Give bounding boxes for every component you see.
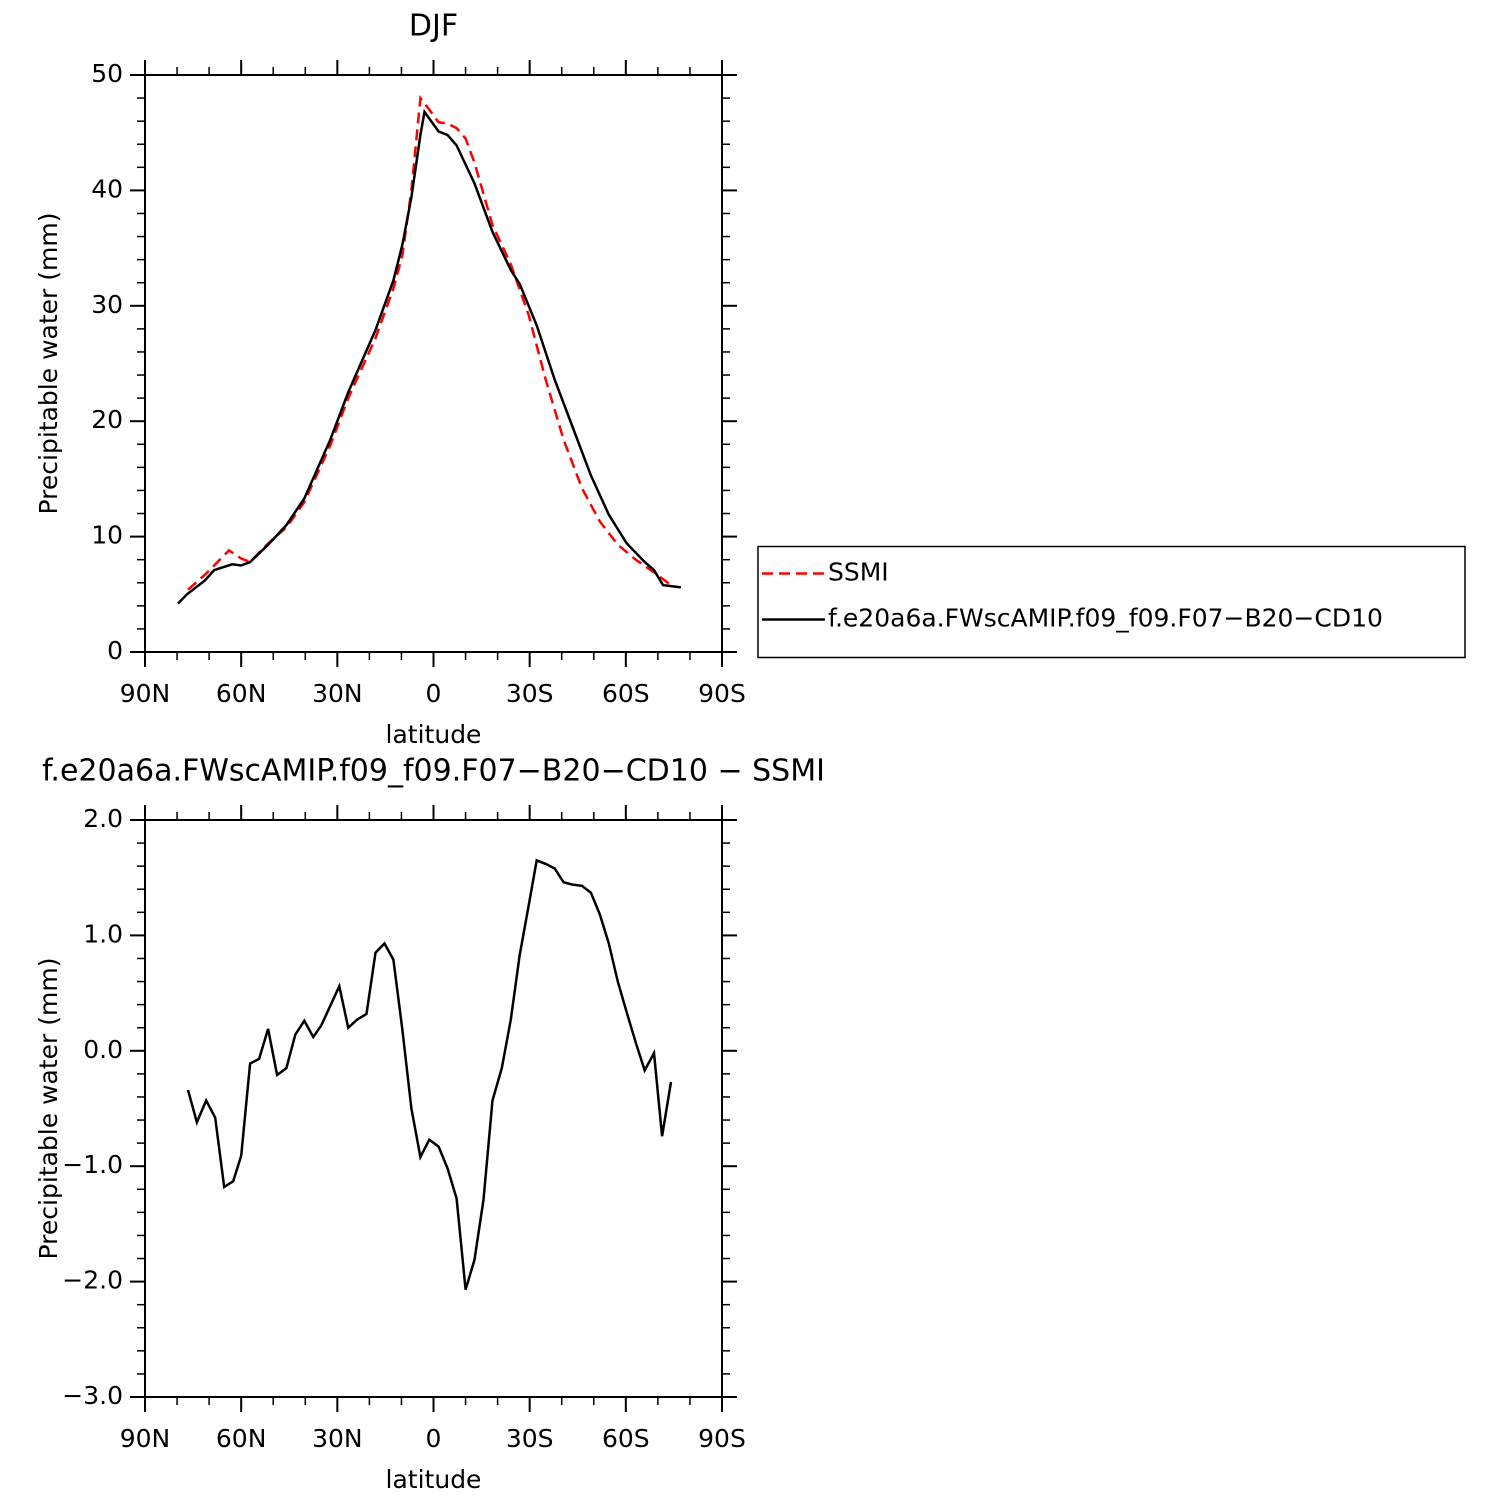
x-tick-label: 30S	[506, 679, 554, 708]
x-axis-label: latitude	[386, 1465, 482, 1494]
y-tick-label: 2.0	[83, 804, 123, 833]
data-line	[186, 858, 673, 1291]
x-tick-label: 30N	[312, 679, 363, 708]
x-tick-label: 30N	[312, 1424, 363, 1453]
y-tick-label: −3.0	[62, 1381, 123, 1410]
x-tick-label: 0	[426, 1424, 442, 1453]
x-tick-label: 60N	[216, 1424, 267, 1453]
x-tick-label: 60S	[602, 679, 650, 708]
y-tick-label: 30	[91, 290, 123, 319]
x-tick-label: 60N	[216, 679, 267, 708]
chart-title: f.e20a6a.FWscAMIP.f09_f09.F07−B20−CD10 −…	[42, 754, 825, 789]
x-tick-label: 0	[426, 679, 442, 708]
data-line	[177, 108, 682, 605]
x-tick-label: 90S	[698, 1424, 746, 1453]
x-tick-label: 60S	[602, 1424, 650, 1453]
legend-label: f.e20a6a.FWscAMIP.f09_f09.F07−B20−CD10	[828, 604, 1383, 633]
legend-label: SSMI	[828, 558, 889, 587]
y-axis-label: Precipitable water (mm)	[34, 213, 63, 515]
y-tick-label: −2.0	[62, 1266, 123, 1295]
legend-box	[757, 545, 1466, 659]
y-tick-label: 10	[91, 521, 123, 550]
y-tick-label: 0	[107, 636, 123, 665]
plot-frame	[144, 819, 723, 1398]
plot-frame	[144, 74, 723, 653]
y-tick-label: −1.0	[62, 1150, 123, 1179]
y-tick-label: 1.0	[83, 919, 123, 948]
y-tick-label: 50	[91, 59, 123, 88]
x-tick-label: 90N	[120, 1424, 171, 1453]
x-tick-label: 90S	[698, 679, 746, 708]
y-tick-label: 0.0	[83, 1035, 123, 1064]
data-line	[187, 94, 672, 591]
x-tick-label: 30S	[506, 1424, 554, 1453]
x-axis-label: latitude	[386, 720, 482, 749]
y-tick-label: 40	[91, 174, 123, 203]
y-axis-label: Precipitable water (mm)	[34, 958, 63, 1260]
y-tick-label: 20	[91, 405, 123, 434]
chart-title: DJF	[409, 9, 458, 44]
x-tick-label: 90N	[120, 679, 171, 708]
